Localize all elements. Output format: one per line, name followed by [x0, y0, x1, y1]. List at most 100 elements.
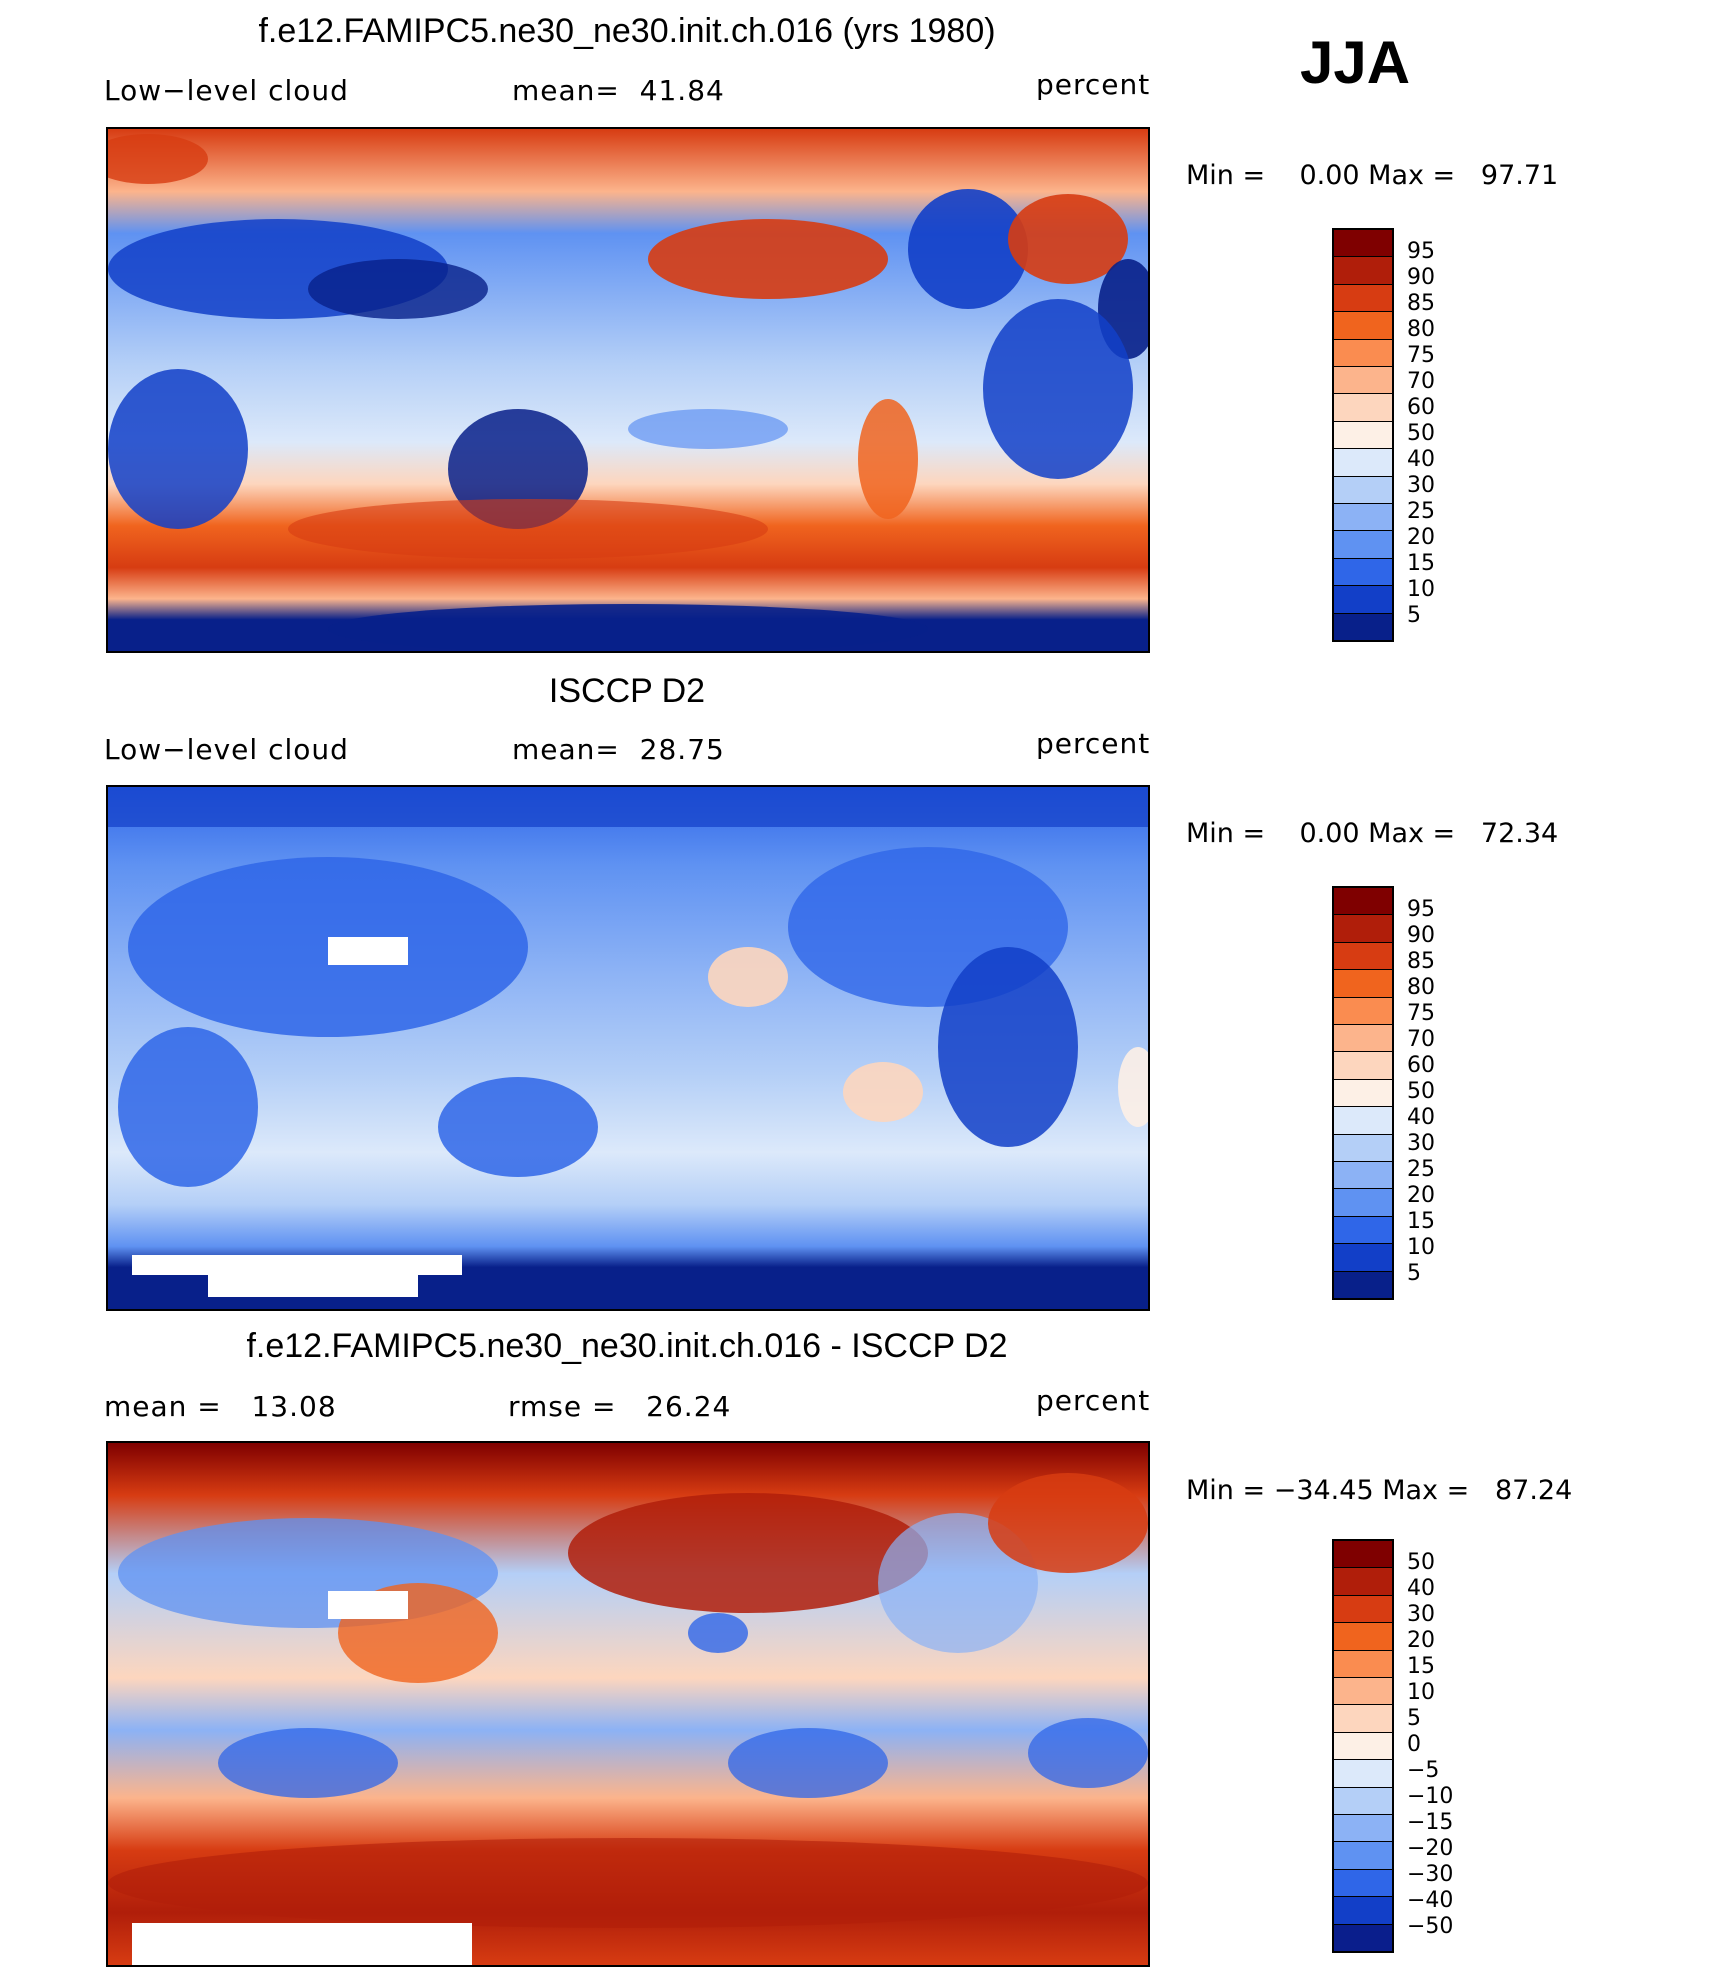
- colorbar-cell: [1334, 284, 1392, 313]
- panel3-colorbar: [1332, 1539, 1394, 1953]
- panel2-units-label: percent: [1036, 727, 1151, 760]
- panel1-title: f.e12.FAMIPC5.ne30_ne30.init.ch.016 (yrs…: [258, 12, 996, 50]
- panel1-mean-label: mean= 41.84: [512, 74, 725, 107]
- colorbar-label: −50: [1407, 1914, 1454, 1939]
- panel3-rmse-label: rmse = 26.24: [508, 1390, 732, 1423]
- panel1-units-label: percent: [1036, 68, 1151, 101]
- panel1-map: [106, 127, 1150, 653]
- colorbar-label: 15: [1407, 551, 1435, 576]
- colorbar-label: 70: [1407, 1027, 1435, 1052]
- colorbar-label: 95: [1407, 239, 1435, 264]
- colorbar-label: 30: [1407, 473, 1435, 498]
- colorbar-label: 60: [1407, 395, 1435, 420]
- colorbar-cell: [1334, 1760, 1392, 1788]
- colorbar-label: 50: [1407, 421, 1435, 446]
- colorbar-cell: [1334, 1869, 1392, 1898]
- colorbar-cell: [1334, 394, 1392, 422]
- panel2-colorbar: [1332, 886, 1394, 1300]
- colorbar-cell: [1334, 1705, 1392, 1733]
- colorbar-cell: [1334, 1678, 1392, 1706]
- colorbar-label: −30: [1407, 1862, 1454, 1887]
- panel3-map: [106, 1441, 1150, 1967]
- colorbar-label: 95: [1407, 897, 1435, 922]
- colorbar-label: 30: [1407, 1602, 1435, 1627]
- colorbar-cell: [1334, 1595, 1392, 1624]
- colorbar-cell: [1334, 1134, 1392, 1163]
- colorbar-label: 30: [1407, 1131, 1435, 1156]
- colorbar-label: 40: [1407, 1105, 1435, 1130]
- colorbar-cell: [1334, 1052, 1392, 1080]
- colorbar-label: 40: [1407, 1576, 1435, 1601]
- panel3-units-label: percent: [1036, 1384, 1151, 1417]
- colorbar-cell: [1334, 1924, 1392, 1952]
- colorbar-cell: [1334, 888, 1392, 916]
- colorbar-cell: [1334, 421, 1392, 450]
- colorbar-cell: [1334, 257, 1392, 285]
- colorbar-label: 90: [1407, 265, 1435, 290]
- colorbar-cell: [1334, 476, 1392, 505]
- colorbar-label: 90: [1407, 923, 1435, 948]
- colorbar-cell: [1334, 1732, 1392, 1761]
- colorbar-cell: [1334, 1025, 1392, 1053]
- colorbar-label: 25: [1407, 1157, 1435, 1182]
- colorbar-cell: [1334, 1787, 1392, 1816]
- colorbar-label: 85: [1407, 949, 1435, 974]
- colorbar-cell: [1334, 915, 1392, 943]
- colorbar-label: 75: [1407, 1001, 1435, 1026]
- colorbar-cell: [1334, 586, 1392, 614]
- colorbar-label: 15: [1407, 1209, 1435, 1234]
- colorbar-cell: [1334, 1271, 1392, 1299]
- colorbar-label: 70: [1407, 369, 1435, 394]
- colorbar-cell: [1334, 1244, 1392, 1272]
- colorbar-cell: [1334, 1623, 1392, 1651]
- colorbar-label: 10: [1407, 577, 1435, 602]
- colorbar-label: 50: [1407, 1079, 1435, 1104]
- colorbar-cell: [1334, 613, 1392, 641]
- colorbar-cell: [1334, 942, 1392, 971]
- colorbar-label: 10: [1407, 1680, 1435, 1705]
- colorbar-cell: [1334, 531, 1392, 559]
- colorbar-label: 60: [1407, 1053, 1435, 1078]
- colorbar-cell: [1334, 1897, 1392, 1925]
- colorbar-cell: [1334, 1216, 1392, 1245]
- colorbar-cell: [1334, 1189, 1392, 1217]
- panel2-map: [106, 785, 1150, 1311]
- colorbar-label: 20: [1407, 1628, 1435, 1653]
- colorbar-label: 80: [1407, 317, 1435, 342]
- panel1-variable-label: Low−level cloud: [104, 74, 349, 107]
- colorbar-cell: [1334, 1162, 1392, 1190]
- colorbar-cell: [1334, 970, 1392, 998]
- panel2-variable-label: Low−level cloud: [104, 733, 349, 766]
- panel2-mean-label: mean= 28.75: [512, 733, 725, 766]
- colorbar-label: −5: [1407, 1758, 1440, 1783]
- colorbar-label: 5: [1407, 603, 1421, 628]
- colorbar-cell: [1334, 997, 1392, 1026]
- colorbar-label: 20: [1407, 1183, 1435, 1208]
- panel2-minmax: Min = 0.00 Max = 72.34: [1186, 818, 1559, 849]
- colorbar-label: 10: [1407, 1235, 1435, 1260]
- panel2-title: ISCCP D2: [548, 672, 706, 710]
- colorbar-cell: [1334, 1842, 1392, 1870]
- panel3-mean-label: mean = 13.08: [104, 1390, 337, 1423]
- colorbar-label: 80: [1407, 975, 1435, 1000]
- colorbar-cell: [1334, 1107, 1392, 1135]
- colorbar-label: 5: [1407, 1706, 1421, 1731]
- colorbar-label: 15: [1407, 1654, 1435, 1679]
- colorbar-label: 5: [1407, 1261, 1421, 1286]
- colorbar-label: −40: [1407, 1888, 1454, 1913]
- colorbar-label: 40: [1407, 447, 1435, 472]
- colorbar-label: 20: [1407, 525, 1435, 550]
- panel3-minmax: Min = −34.45 Max = 87.24: [1186, 1475, 1573, 1506]
- colorbar-cell: [1334, 339, 1392, 368]
- colorbar-cell: [1334, 504, 1392, 532]
- season-label: JJA: [1300, 29, 1411, 96]
- colorbar-cell: [1334, 1568, 1392, 1596]
- colorbar-label: 85: [1407, 291, 1435, 316]
- panel1-minmax: Min = 0.00 Max = 97.71: [1186, 160, 1559, 191]
- colorbar-label: −15: [1407, 1810, 1454, 1835]
- colorbar-cell: [1334, 1815, 1392, 1843]
- colorbar-label: 75: [1407, 343, 1435, 368]
- colorbar-cell: [1334, 367, 1392, 395]
- colorbar-label: 25: [1407, 499, 1435, 524]
- panel1-colorbar: [1332, 228, 1394, 642]
